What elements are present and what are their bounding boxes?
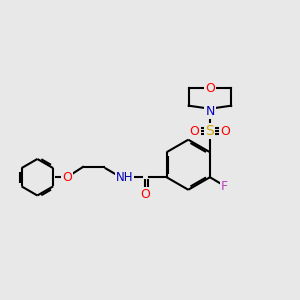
Text: O: O [190,124,200,137]
Text: NH: NH [116,171,134,184]
Text: O: O [205,82,215,94]
Text: O: O [140,188,150,201]
Text: F: F [221,180,228,193]
Text: N: N [205,105,214,119]
Text: O: O [220,124,230,137]
Text: S: S [206,124,214,138]
Text: O: O [62,171,72,184]
